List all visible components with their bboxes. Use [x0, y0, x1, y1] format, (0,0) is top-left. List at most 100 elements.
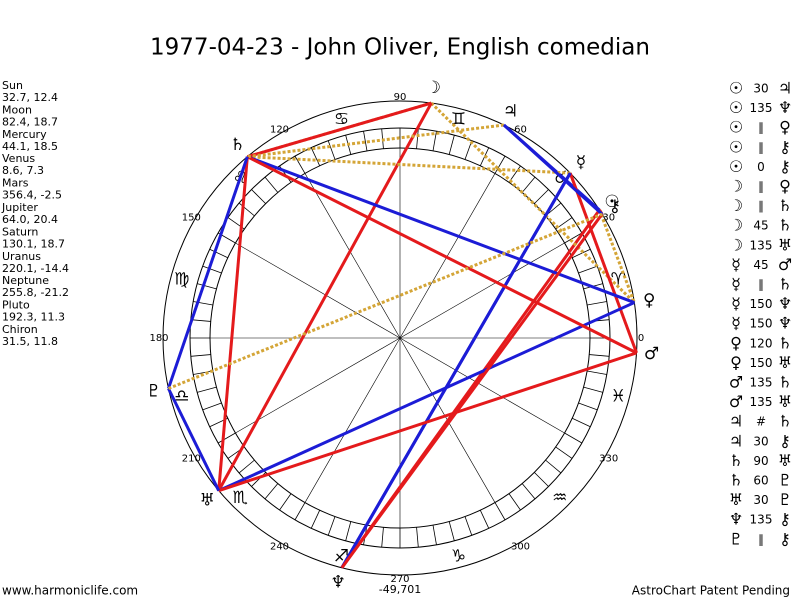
aspect-to: ⚷: [779, 157, 791, 176]
aspect-to: ♄: [778, 216, 792, 235]
spoke-line: [304, 173, 401, 339]
ring-hatch: [381, 527, 384, 548]
ring-hatch: [545, 459, 562, 474]
ring-hatch: [190, 319, 211, 322]
aspect-from: ☉: [729, 98, 743, 117]
aspect-from: ☿: [731, 314, 741, 333]
aspect-to: ♄: [778, 412, 792, 431]
ring-hatch: [279, 493, 292, 511]
degree-label: 300: [511, 542, 530, 553]
aspect-from: ☉: [729, 157, 743, 176]
aspect-type: 150: [750, 317, 773, 331]
planet-name: Mars: [2, 177, 29, 190]
outer-circle: [162, 100, 638, 576]
spoke-line: [235, 242, 401, 339]
aspect-to: ♀: [779, 177, 791, 196]
aspect-type: ∥: [758, 121, 764, 135]
aspect-to: ♃: [778, 79, 792, 98]
aspect-to: ♂: [778, 255, 792, 274]
planet-position: 64.0, 20.4: [2, 213, 58, 226]
ring-hatch: [494, 502, 506, 521]
ring-hatch: [310, 510, 321, 529]
aspect-type: ∥: [758, 278, 764, 292]
planet-name: Pluto: [2, 299, 30, 312]
ring-hatch: [521, 483, 536, 500]
bottom-value: -49,701: [379, 583, 421, 596]
planet-name: Moon: [2, 103, 32, 116]
aspect-to: ♆: [778, 98, 792, 117]
aspect-from: ☿: [731, 275, 741, 294]
zodiac-sign: ♊: [451, 110, 466, 130]
ring-hatch: [564, 232, 583, 244]
aspect-line: [246, 155, 635, 304]
planet-glyph: ♀: [643, 290, 655, 310]
aspect-type: 30: [753, 434, 768, 448]
ring-hatch: [572, 248, 591, 259]
degree-label: 330: [599, 454, 618, 465]
aspect-type: 135: [750, 101, 773, 115]
aspect-from: ♄: [729, 471, 743, 490]
ring-hatch: [238, 459, 255, 474]
aspect-from: ♄: [729, 451, 743, 470]
title: 1977-04-23 - John Oliver, English comedi…: [150, 35, 650, 61]
aspect-line: [247, 155, 571, 175]
aspect-from: ☿: [731, 255, 741, 274]
aspect-type: ∥: [758, 532, 764, 546]
planet-glyph: ♅: [200, 490, 215, 510]
aspect-line: [217, 156, 249, 491]
ring-hatch: [555, 446, 573, 459]
aspect-line: [340, 213, 604, 569]
aspect-from: ☽: [729, 196, 743, 215]
aspect-to: ♅: [778, 451, 792, 470]
planet-glyph: ♆: [331, 572, 346, 592]
spoke-line: [235, 337, 401, 434]
aspect-to: ♅: [778, 353, 792, 372]
aspect-line: [430, 102, 636, 304]
ring-hatch: [587, 370, 607, 375]
ring-hatch: [345, 521, 352, 541]
aspect-from: ♇: [729, 529, 743, 548]
aspect-from: ☉: [729, 79, 743, 98]
ring-hatch: [217, 432, 236, 444]
planet-glyph: ☿: [576, 153, 586, 173]
planet-glyph: ♄: [230, 135, 245, 155]
aspect-line: [217, 102, 433, 492]
planet-name: Saturn: [2, 225, 38, 238]
degree-label: 270: [390, 574, 409, 585]
ring-hatch: [432, 525, 437, 545]
aspect-from: ☉: [729, 137, 743, 156]
aspect-type: 45: [753, 258, 768, 272]
aspect-to: ♆: [778, 314, 792, 333]
aspect-line: [167, 156, 249, 389]
spoke-line: [399, 173, 496, 339]
aspect-from: ☽: [729, 216, 743, 235]
ring-hatch: [589, 354, 610, 357]
ring-hatch: [587, 301, 607, 306]
planet-position: 130.1, 18.7: [2, 237, 65, 250]
degree-label: 210: [182, 454, 201, 465]
aspect-from: ♃: [729, 431, 743, 450]
ring-hatch: [448, 135, 455, 155]
aspect-to: ⚷: [779, 137, 791, 156]
aspect-to: ♄: [778, 373, 792, 392]
planet-glyph: ♃: [503, 102, 518, 122]
aspect-to: ♅: [778, 392, 792, 411]
aspect-to: ♅: [778, 235, 792, 254]
ring-hatch: [578, 265, 598, 274]
ring-hatch: [190, 354, 211, 357]
planet-position: 220.1, -14.4: [2, 262, 69, 275]
planet-glyph: ⚷: [609, 196, 621, 216]
aspect-to: ⚷: [779, 510, 791, 529]
aspect-type: 150: [750, 297, 773, 311]
aspect-type: 30: [753, 493, 768, 507]
planet-name: Venus: [2, 152, 35, 165]
ring-hatch: [327, 140, 336, 160]
planet-glyph: ☽: [426, 78, 441, 98]
aspect-line: [340, 172, 572, 569]
ring-hatch: [310, 147, 321, 166]
ring-hatch: [327, 516, 336, 536]
ring-hatch: [534, 472, 549, 487]
aspect-type: 135: [750, 395, 773, 409]
ring-hatch: [416, 128, 419, 149]
